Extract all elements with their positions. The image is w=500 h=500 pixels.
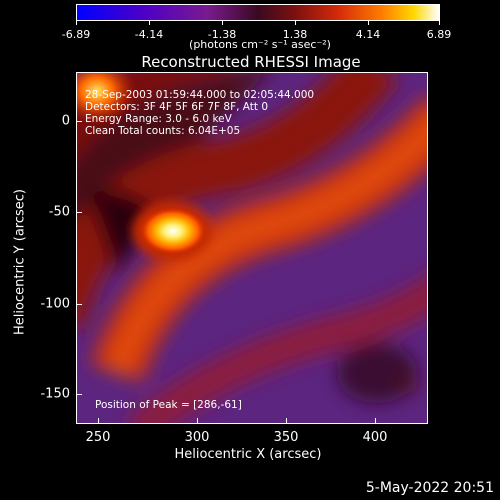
colorbar-tick — [439, 20, 440, 25]
colorbar-tick — [222, 20, 223, 25]
info-clean-counts: Clean Total counts: 6.04E+05 — [85, 125, 241, 137]
rhessi-image: 28-Sep-2003 01:59:44.000 to 02:05:44.000… — [76, 72, 428, 424]
y-tick-label: -100 — [40, 296, 70, 312]
timestamp: 5-May-2022 20:51 — [365, 480, 494, 496]
rhessi-image-render — [77, 73, 427, 423]
colorbar-tick-label: -1.38 — [207, 28, 237, 41]
x-tick — [197, 418, 198, 424]
colorbar — [76, 4, 440, 21]
x-tick-label: 350 — [273, 430, 299, 445]
y-tick — [76, 121, 82, 122]
info-time-range: 28-Sep-2003 01:59:44.000 to 02:05:44.000 — [85, 89, 315, 101]
x-axis-label: Heliocentric X (arcsec) — [174, 447, 322, 462]
x-tick — [98, 418, 99, 424]
info-energy-range: Energy Range: 3.0 - 6.0 keV — [85, 113, 232, 125]
colorbar-tick-label: -4.14 — [134, 28, 164, 41]
y-tick-label: 0 — [61, 113, 70, 129]
x-tick — [375, 418, 376, 424]
y-tick-label: -150 — [40, 386, 70, 402]
colorbar-tick — [295, 20, 296, 25]
y-tick — [76, 212, 82, 213]
y-tick-label: -50 — [48, 204, 70, 220]
y-tick — [76, 304, 82, 305]
x-tick-label: 300 — [184, 430, 210, 445]
colorbar-tick-label: -6.89 — [61, 28, 91, 41]
colorbar-tick — [368, 20, 369, 25]
peak-position: Position of Peak = [286,-61] — [95, 399, 242, 411]
colorbar-gradient — [77, 5, 439, 20]
info-detectors: Detectors: 3F 4F 5F 6F 7F 8F, Att 0 — [85, 101, 269, 113]
x-tick — [286, 418, 287, 424]
x-tick-label: 250 — [85, 430, 111, 445]
colorbar-tick — [76, 20, 77, 25]
colorbar-tick-label: 4.14 — [355, 28, 381, 41]
colorbar-unit: (photons cm⁻² s⁻¹ asec⁻²) — [189, 38, 331, 51]
image-title: Reconstructed RHESSI Image — [141, 53, 361, 71]
y-axis-label: Heliocentric Y (arcsec) — [12, 189, 28, 335]
colorbar-tick-label: 1.38 — [282, 28, 308, 41]
y-tick — [76, 394, 82, 395]
x-tick-label: 400 — [362, 430, 388, 445]
colorbar-tick-label: 6.89 — [426, 28, 452, 41]
colorbar-tick — [149, 20, 150, 25]
